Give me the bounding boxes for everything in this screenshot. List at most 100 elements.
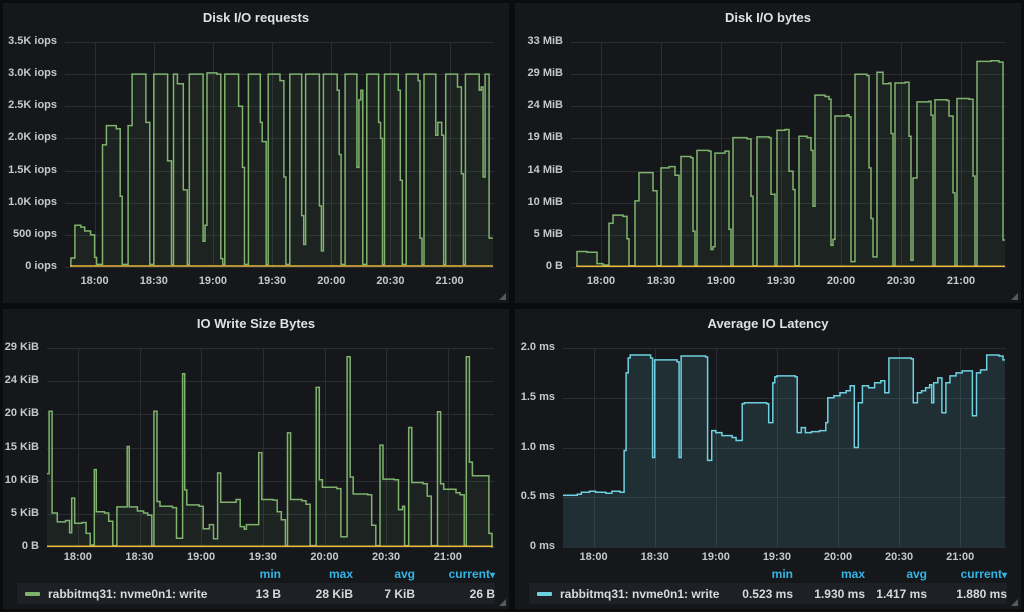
plot-area[interactable] <box>47 348 494 548</box>
x-axis-labels: 18:00 18:30 19:00 19:30 20:00 20:30 21:00 <box>65 272 494 289</box>
panel-resize-handle[interactable] <box>1011 599 1018 606</box>
chart-disk-io-bytes: 33 MiB 29 MiB 24 MiB 19 MiB 14 MiB 10 MiB 5 Mi… <box>515 35 1021 272</box>
legend-column-current[interactable]: current▾ <box>960 567 1007 581</box>
sort-descending-icon: ▾ <box>489 570 495 581</box>
chart-svg <box>47 348 494 548</box>
y-tick-label: 1.5K iops <box>8 164 57 176</box>
panel-average-io-latency: Average IO Latency 2.0 ms 1.5 ms 1.0 ms 0.5… <box>515 309 1021 609</box>
legend-column-min[interactable]: min <box>771 567 793 581</box>
legend-stat-max: 1.930 ms <box>814 586 865 601</box>
x-tick-label: 19:30 <box>258 275 287 287</box>
chart-disk-io-requests: 3.5K iops 3.0K iops 2.5K iops 2.0K iops 1.5K… <box>3 35 509 272</box>
sort-descending-icon: ▾ <box>1001 570 1007 581</box>
x-tick-label: 20:00 <box>823 551 853 563</box>
y-tick-label: 0 ms <box>529 540 555 552</box>
panel-io-write-size-bytes: IO Write Size Bytes 29 KiB 24 KiB 20 KiB 15… <box>3 309 509 609</box>
x-tick-label: 19:30 <box>762 551 791 563</box>
y-tick-label: 0.5 ms <box>520 490 555 502</box>
y-tick-label: 19 MiB <box>527 131 563 143</box>
x-axis-labels: 18:00 18:30 19:00 19:30 20:00 20:30 21:00 <box>47 548 494 565</box>
legend-series-name[interactable]: rabbitmq31: nvme0n1: write <box>48 586 208 601</box>
x-tick-label: 21:00 <box>946 275 976 287</box>
legend-series-row[interactable]: rabbitmq31: nvme0n1: write 13 B 28 KiB 7 Ki… <box>17 583 495 604</box>
x-tick-label: 19:00 <box>706 275 736 287</box>
panel-resize-handle[interactable] <box>499 599 506 606</box>
y-axis-labels: 2.0 ms 1.5 ms 1.0 ms 0.5 ms 0 ms <box>515 341 563 552</box>
series-area <box>47 356 493 547</box>
x-tick-label: 18:00 <box>63 551 92 563</box>
legend: min max avg current▾ rabbitmq31: nvme0n1: w… <box>515 565 1021 609</box>
x-tick-label: 19:00 <box>198 275 227 287</box>
panel-disk-io-requests: Disk I/O requests 3.5K iops 3.0K iops 2.5K… <box>3 3 509 303</box>
y-axis-labels: 3.5K iops 3.0K iops 2.5K iops 2.0K iops 1.5K… <box>3 35 65 272</box>
panel-disk-io-bytes: Disk I/O bytes 33 MiB 29 MiB 24 MiB 19 MiB 1… <box>515 3 1021 303</box>
x-tick-label: 21:00 <box>435 275 464 287</box>
y-tick-label: 5 KiB <box>10 507 39 519</box>
plot-area[interactable] <box>563 348 1006 548</box>
y-tick-label: 0 B <box>545 260 563 272</box>
y-tick-label: 33 MiB <box>527 35 563 47</box>
legend-column-max[interactable]: max <box>840 567 865 581</box>
y-tick-label: 0 B <box>21 540 39 552</box>
legend-column-min[interactable]: min <box>259 567 281 581</box>
legend-series[interactable]: rabbitmq31: nvme0n1: write <box>25 587 211 601</box>
panel-title-disk-io-requests[interactable]: Disk I/O requests <box>202 10 310 25</box>
panel-title-io-write-size-bytes[interactable]: IO Write Size Bytes <box>196 316 316 331</box>
x-tick-label: 20:00 <box>317 275 346 287</box>
panel-title-average-io-latency[interactable]: Average IO Latency <box>707 316 829 331</box>
series-line <box>70 265 493 267</box>
legend-stat-min: 13 B <box>255 586 281 601</box>
x-axis-labels: 18:00 18:30 19:00 19:30 20:00 20:30 21:00 <box>571 272 1006 289</box>
legend-stat-avg: 1.417 ms <box>876 586 927 601</box>
x-tick-label: 19:00 <box>701 551 730 563</box>
y-tick-label: 500 iops <box>12 228 57 240</box>
x-tick-label: 19:00 <box>187 551 216 563</box>
legend-headers: min max avg current▾ <box>529 565 1007 583</box>
legend-column-avg[interactable]: avg <box>906 567 927 581</box>
series-line <box>70 72 493 267</box>
panel-resize-handle[interactable] <box>1011 293 1018 300</box>
legend-stat-current: 1.880 ms <box>956 586 1007 601</box>
chart-svg <box>65 42 494 268</box>
y-tick-label: 1.0K iops <box>8 196 57 208</box>
legend-headers: min max avg current▾ <box>17 565 495 583</box>
y-tick-label: 15 KiB <box>4 441 39 453</box>
series-area <box>577 60 1005 268</box>
x-tick-label: 18:30 <box>139 275 168 287</box>
x-axis-labels: 18:00 18:30 19:00 19:30 20:00 20:30 21:00 <box>563 548 1006 565</box>
legend-column-current[interactable]: current▾ <box>448 567 495 581</box>
y-tick-label: 29 KiB <box>4 341 39 353</box>
legend-stat-avg: 7 KiB <box>384 586 415 601</box>
series-area <box>70 72 494 268</box>
x-tick-label: 21:00 <box>946 551 975 563</box>
legend-series-name[interactable]: rabbitmq31: nvme0n1: write <box>560 586 720 601</box>
legend-stat-min: 0.523 ms <box>742 586 793 601</box>
y-tick-label: 29 MiB <box>527 67 563 79</box>
legend-column-avg[interactable]: avg <box>394 567 415 581</box>
y-tick-label: 3.0K iops <box>8 67 57 79</box>
series-line <box>576 59 1005 267</box>
x-tick-label: 20:30 <box>886 275 916 287</box>
y-tick-label: 2.5K iops <box>8 99 57 111</box>
series-line <box>576 265 1005 267</box>
plot-area[interactable] <box>571 42 1006 268</box>
x-tick-label: 18:00 <box>80 275 109 287</box>
legend-column-max[interactable]: max <box>328 567 353 581</box>
legend-stat-max: 28 KiB <box>315 586 353 601</box>
x-tick-label: 18:30 <box>640 551 669 563</box>
chart-io-write-size-bytes: 29 KiB 24 KiB 20 KiB 15 KiB 10 KiB 5 KiB 0 B <box>3 341 509 552</box>
legend-series[interactable]: rabbitmq31: nvme0n1: write <box>537 587 723 601</box>
y-tick-label: 3.5K iops <box>8 35 57 47</box>
series-line <box>563 354 1005 497</box>
y-tick-label: 1.0 ms <box>520 441 555 453</box>
x-tick-label: 20:30 <box>376 275 405 287</box>
y-axis-labels: 29 KiB 24 KiB 20 KiB 15 KiB 10 KiB 5 KiB 0 B <box>3 341 47 552</box>
x-tick-label: 20:00 <box>310 551 339 563</box>
y-tick-label: 24 KiB <box>4 374 39 386</box>
panel-resize-handle[interactable] <box>499 293 506 300</box>
panel-title-disk-io-bytes[interactable]: Disk I/O bytes <box>725 10 811 25</box>
legend-series-row[interactable]: rabbitmq31: nvme0n1: write 0.523 ms 1.930 … <box>529 583 1007 604</box>
x-tick-label: 20:30 <box>372 551 401 563</box>
plot-area[interactable] <box>65 42 494 268</box>
